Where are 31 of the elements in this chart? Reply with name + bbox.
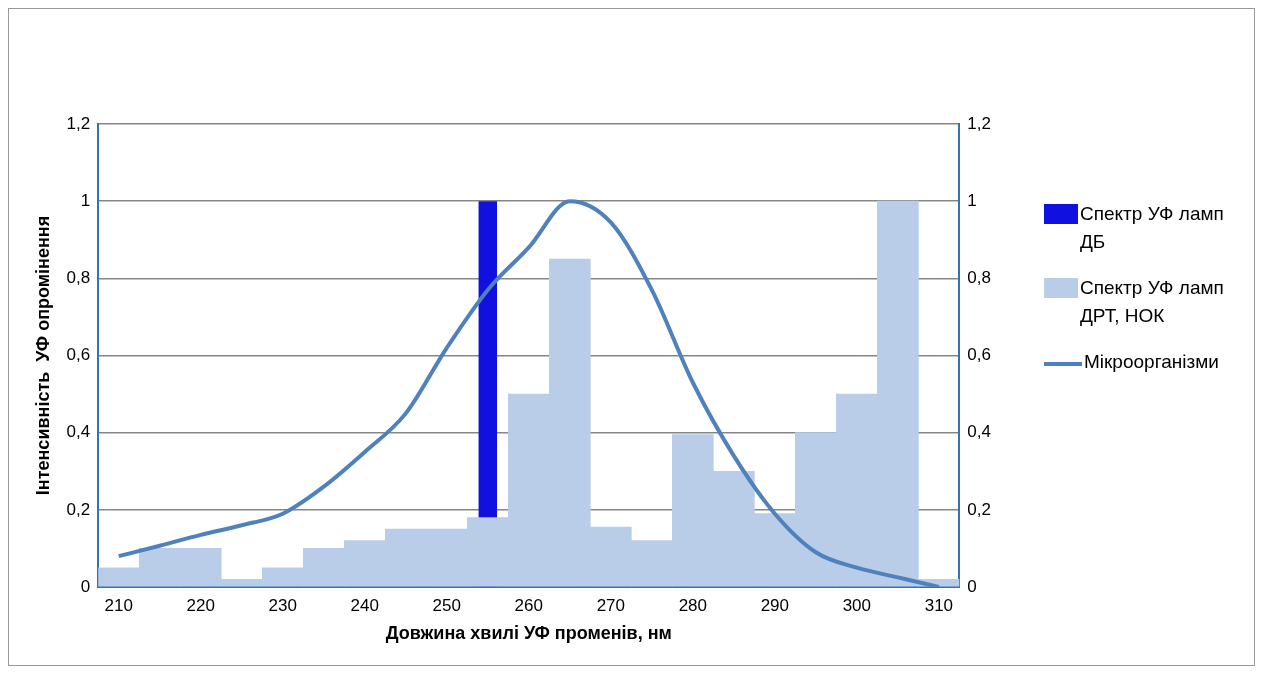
y2-tick-label: 0,2 — [967, 499, 992, 519]
x-tick-label: 300 — [842, 595, 872, 615]
y-tick-label: 0,8 — [66, 268, 91, 288]
y-tick-label: 1 — [80, 190, 91, 210]
legend-label: Спектр УФ ламп ДРТ, НОК — [1080, 276, 1225, 328]
x-axis-title: Довжина хвилі УФ променів, нм — [385, 623, 672, 644]
y2-tick-label: 0,8 — [967, 268, 992, 288]
y2-tick-label: 0,6 — [967, 345, 992, 365]
y-tick-label: 0,2 — [66, 499, 91, 519]
y-axis-title: Інтенсивність УФ опромінення — [32, 215, 53, 496]
y2-tick-label: 1 — [967, 190, 977, 210]
y2-tick-label: 1,2 — [967, 113, 992, 133]
x-tick-label: 310 — [924, 595, 954, 615]
y-tick-label: 1,2 — [66, 113, 91, 133]
y-tick-label: 0 — [80, 576, 91, 596]
x-tick-label: 280 — [678, 595, 708, 615]
y-tick-label: 0,4 — [66, 422, 91, 442]
y2-tick-label: 0,4 — [967, 422, 992, 442]
x-tick-label: 250 — [432, 595, 461, 615]
x-tick-label: 240 — [350, 595, 379, 615]
x-tick-label: 220 — [186, 595, 215, 615]
x-tick-label: 210 — [104, 595, 133, 615]
x-tick-label: 270 — [596, 595, 625, 615]
y2-tick-label: 0 — [967, 576, 977, 596]
x-tick-label: 290 — [760, 595, 790, 615]
legend-label: Мікроорганізми — [1084, 350, 1220, 374]
line-series — [116, 199, 941, 587]
x-tick-label: 230 — [268, 595, 297, 615]
y-tick-label: 0,6 — [66, 345, 91, 365]
legend-label: Спектр УФ ламп ДБ — [1080, 202, 1225, 254]
x-tick-label: 260 — [514, 595, 543, 615]
